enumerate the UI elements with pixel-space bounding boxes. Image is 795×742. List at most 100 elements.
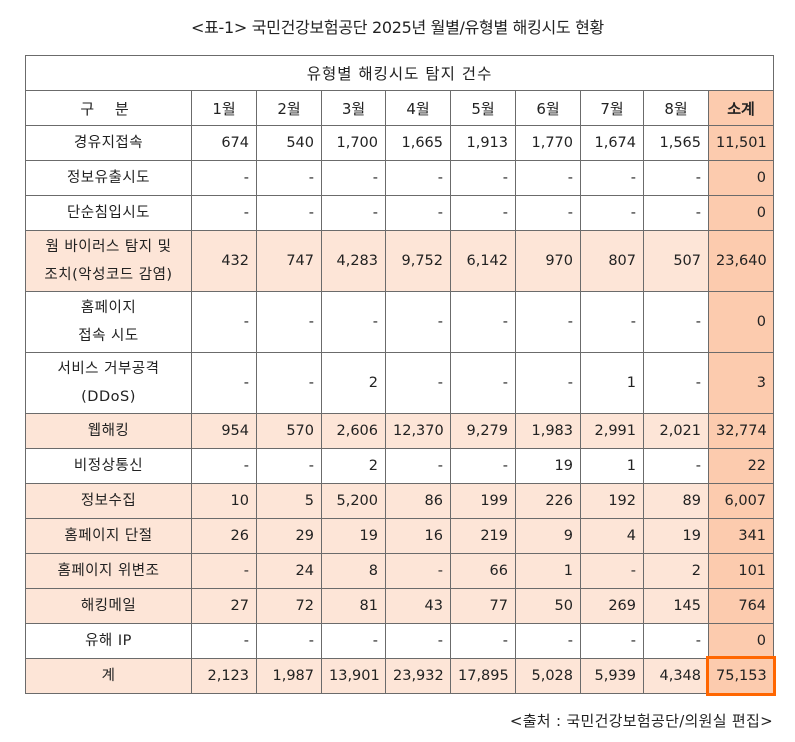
month-value: -	[191, 352, 257, 414]
month-value: 145	[643, 588, 709, 624]
row-subtotal: 341	[707, 518, 775, 554]
month-value: -	[256, 160, 322, 196]
row-subtotal: 22	[707, 448, 775, 484]
month-value: -	[321, 195, 386, 231]
month-value: 2	[321, 352, 386, 414]
month-value: 954	[191, 413, 257, 449]
row-subtotal: 0	[707, 623, 775, 659]
month-value: 9,752	[385, 230, 451, 292]
month-value: -	[256, 623, 322, 659]
month-value: 540	[256, 125, 322, 161]
month-value: 219	[450, 518, 516, 554]
header-month: 5월	[450, 90, 516, 126]
month-value: 432	[191, 230, 257, 292]
row-subtotal: 3	[707, 352, 775, 414]
month-value: 13,901	[321, 658, 386, 694]
month-value: 8	[321, 553, 386, 589]
month-value: 1,983	[515, 413, 581, 449]
month-value: 1,987	[256, 658, 322, 694]
month-value: 26	[191, 518, 257, 554]
month-value: -	[385, 448, 451, 484]
month-value: -	[450, 195, 516, 231]
table-body: 경유지접속 674 540 1,700 1,665 1,913 1,770 1,674 1,56…	[25, 125, 777, 696]
row-label: 유해 IP	[25, 623, 192, 659]
month-value: -	[643, 195, 709, 231]
month-value: 970	[515, 230, 581, 292]
row-label: 홈페이지 단절	[25, 518, 192, 554]
subtotal-value: 341	[738, 528, 767, 544]
month-value: -	[450, 623, 516, 659]
month-value: 50	[515, 588, 581, 624]
source-footnote: <출처 : 국민건강보험공단/의원실 편집>	[509, 712, 773, 730]
table-row: 유해 IP - - - - - - - -0	[25, 623, 775, 659]
row-subtotal: 101	[707, 553, 775, 589]
month-value: 507	[643, 230, 709, 292]
month-value: 2,991	[580, 413, 644, 449]
table-row: 웜 바이러스 탐지 및 조치(악성코드 감염) 432 747 4,283 9,752 6…	[25, 230, 775, 292]
month-value: 17,895	[450, 658, 516, 694]
row-label: 홈페이지 위변조	[25, 553, 192, 589]
month-value: 2	[643, 553, 709, 589]
subtotal-value: 23,640	[716, 253, 767, 269]
month-value: -	[515, 352, 581, 414]
subtotal-value: 0	[756, 314, 767, 330]
month-value: 199	[450, 483, 516, 519]
month-value: -	[580, 195, 644, 231]
month-value: 747	[256, 230, 322, 292]
month-value: 2	[321, 448, 386, 484]
month-value: -	[580, 291, 644, 353]
month-value: -	[321, 160, 386, 196]
month-value: 24	[256, 553, 322, 589]
table-row: 홈페이지 접속 시도 - - - - - - - -0	[25, 291, 775, 353]
table-row: 웹해킹 954 570 2,606 12,370 9,279 1,983 2,991 2,021…	[25, 413, 775, 449]
subtotal-value: 6,007	[724, 493, 767, 509]
table-row: 정보수집 10 5 5,200 86 199 226 192 89 6,007	[25, 483, 775, 519]
month-value: -	[450, 352, 516, 414]
row-label: 경유지접속	[25, 125, 192, 161]
month-value: -	[191, 623, 257, 659]
month-value: 1,770	[515, 125, 581, 161]
month-value: -	[321, 623, 386, 659]
month-value: 570	[256, 413, 322, 449]
month-value: -	[385, 352, 451, 414]
subtotal-value: 22	[747, 458, 767, 474]
month-value: -	[191, 160, 257, 196]
month-value: 5	[256, 483, 322, 519]
row-subtotal: 0	[707, 195, 775, 231]
row-subtotal: 23,640	[707, 230, 775, 292]
month-value: 10	[191, 483, 257, 519]
month-value: 23,932	[385, 658, 451, 694]
table-row: 정보유출시도 - - - - - - - -0	[25, 160, 775, 196]
month-value: 2,606	[321, 413, 386, 449]
header-month: 2월	[256, 90, 322, 126]
month-value: -	[643, 291, 709, 353]
row-subtotal: 764	[707, 588, 775, 624]
table-row: 홈페이지 위변조 -24 8-66 1-2 101	[25, 553, 775, 589]
month-value: 12,370	[385, 413, 451, 449]
subtotal-value: 0	[756, 633, 767, 649]
table-caption: <표-1> 국민건강보험공단 2025년 월별/유형별 해킹시도 현황	[191, 18, 604, 37]
table-row: 단순침입시도 - - - - - - - -0	[25, 195, 775, 231]
month-value: -	[256, 195, 322, 231]
month-value: -	[515, 623, 581, 659]
header-month: 1월	[191, 90, 257, 126]
subtotal-value: 0	[756, 170, 767, 186]
month-value: 81	[321, 588, 386, 624]
month-value: 1,913	[450, 125, 516, 161]
header-subtotal: 소계	[707, 90, 775, 126]
header-month: 8월	[643, 90, 709, 126]
month-value: -	[580, 160, 644, 196]
month-value: 43	[385, 588, 451, 624]
row-subtotal: 0	[707, 160, 775, 196]
month-value: 4,283	[321, 230, 386, 292]
month-value: 19	[321, 518, 386, 554]
row-subtotal: 0	[707, 291, 775, 353]
month-value: -	[256, 448, 322, 484]
month-value: -	[191, 553, 257, 589]
month-value: -	[450, 448, 516, 484]
month-value: 1,674	[580, 125, 644, 161]
month-value: -	[580, 623, 644, 659]
grand-total: 75,153	[706, 656, 777, 696]
month-value: -	[580, 553, 644, 589]
month-value: -	[321, 291, 386, 353]
